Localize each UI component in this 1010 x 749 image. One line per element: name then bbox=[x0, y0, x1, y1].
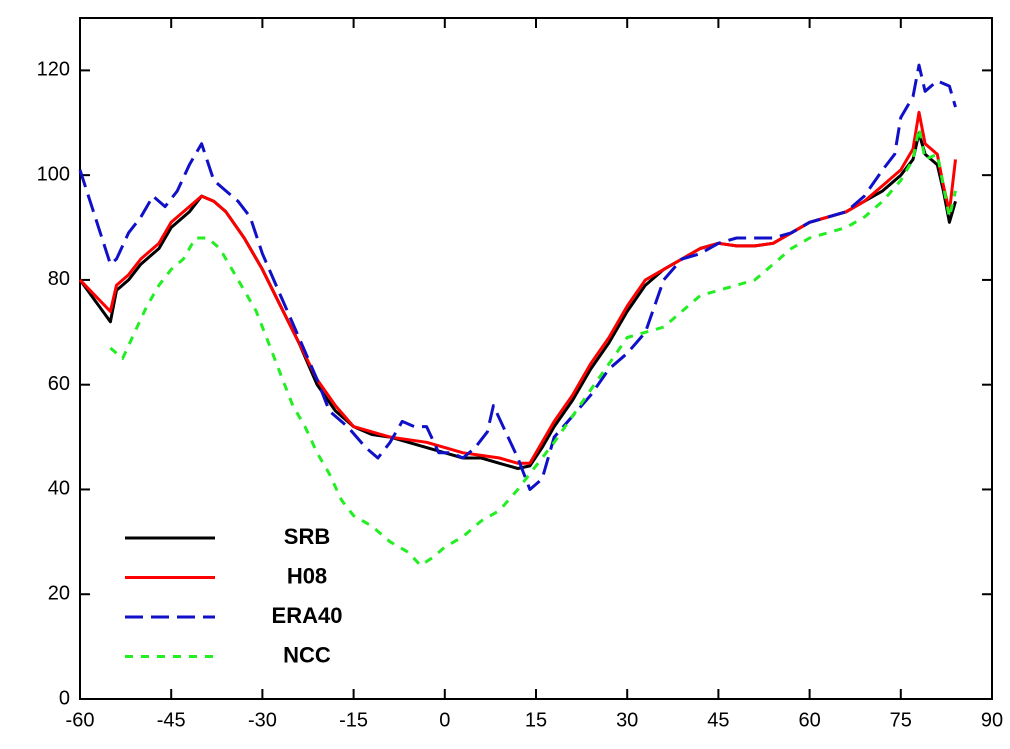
x-tick-label: 75 bbox=[890, 709, 912, 731]
x-tick-label: 30 bbox=[616, 709, 638, 731]
x-tick-label: -15 bbox=[339, 709, 368, 731]
series-line bbox=[78, 131, 957, 470]
x-tick-label: 90 bbox=[981, 709, 1003, 731]
y-tick-label: 100 bbox=[37, 163, 70, 185]
y-tick-label: 60 bbox=[48, 373, 70, 395]
x-tick-label: -30 bbox=[248, 709, 277, 731]
x-tick-label: 15 bbox=[525, 709, 547, 731]
x-tick-label: 45 bbox=[707, 709, 729, 731]
legend-label: H08 bbox=[287, 563, 327, 588]
series-line bbox=[78, 63, 957, 491]
legend-label: ERA40 bbox=[272, 603, 343, 628]
legend-label: NCC bbox=[283, 642, 331, 667]
y-tick-label: 80 bbox=[48, 268, 70, 290]
x-tick-label: -45 bbox=[157, 709, 186, 731]
y-tick-label: 40 bbox=[48, 478, 70, 500]
plot-frame bbox=[79, 17, 993, 700]
x-tick-label: 0 bbox=[439, 709, 450, 731]
x-tick-label: 60 bbox=[798, 709, 820, 731]
legend-label: SRB bbox=[284, 524, 330, 549]
y-tick-label: 0 bbox=[59, 687, 70, 709]
series-line bbox=[78, 110, 957, 465]
y-tick-label: 120 bbox=[37, 59, 70, 81]
y-tick-label: 20 bbox=[48, 583, 70, 605]
series-line bbox=[109, 126, 957, 567]
x-tick-label: -60 bbox=[66, 709, 95, 731]
